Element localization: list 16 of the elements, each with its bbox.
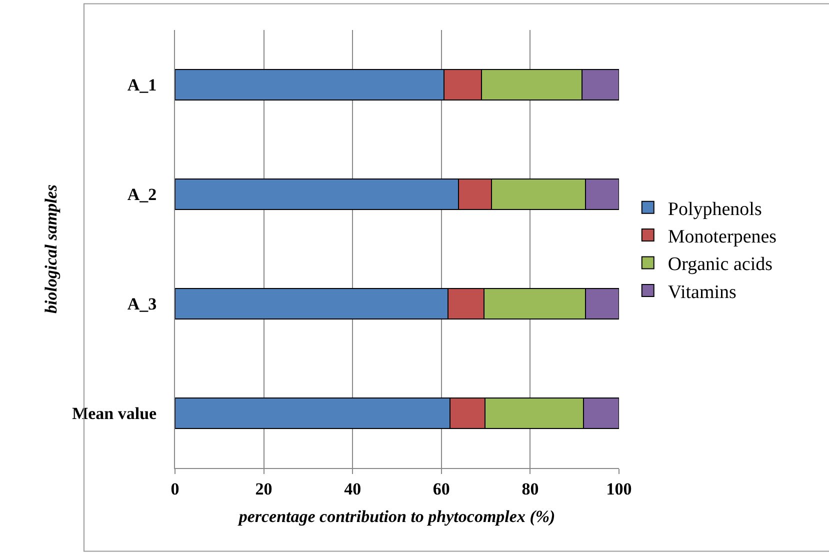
x-tick-label: 60 bbox=[432, 479, 450, 498]
y-axis-title: biological samples bbox=[42, 184, 61, 314]
legend-label: Monoterpenes bbox=[668, 226, 777, 248]
x-tick-label: 20 bbox=[255, 479, 272, 498]
x-tick-label: 100 bbox=[606, 479, 632, 498]
y-tick-label: A_2 bbox=[127, 185, 157, 204]
legend-label: Polyphenols bbox=[668, 198, 762, 220]
x-tick-label: 80 bbox=[522, 479, 539, 498]
x-tick-label: 0 bbox=[170, 479, 180, 498]
y-tick-label: Mean value bbox=[72, 404, 158, 424]
y-tick-label: A_1 bbox=[127, 76, 157, 95]
x-axis-title: percentage contribution to phytocomplex (%) bbox=[236, 506, 556, 526]
x-tick-label: 40 bbox=[344, 479, 362, 498]
legend-label: Organic acids bbox=[668, 254, 773, 276]
y-tick-label: A_3 bbox=[127, 294, 157, 314]
legend-label: Vitamins bbox=[668, 282, 736, 303]
